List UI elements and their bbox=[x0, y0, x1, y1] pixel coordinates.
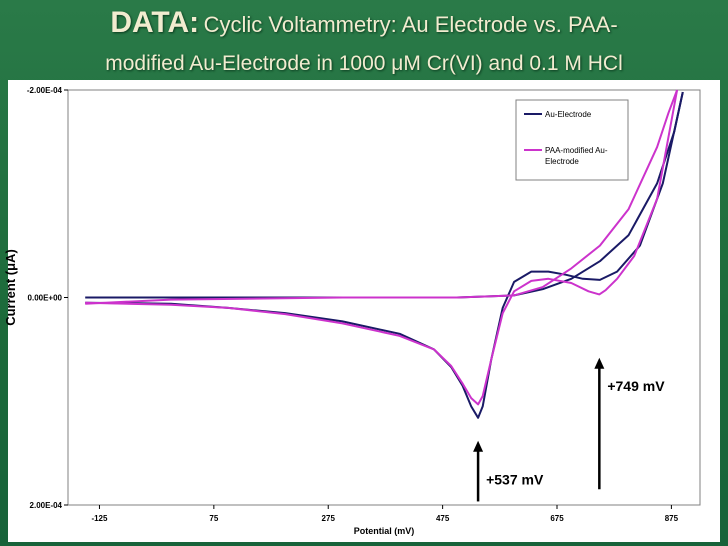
title-bold: DATA: bbox=[110, 6, 200, 39]
y-axis-title: Current (μA) bbox=[3, 249, 18, 326]
x-tick-label: -125 bbox=[91, 514, 108, 523]
series-line-paa-reverse bbox=[85, 89, 679, 406]
y-tick-label: -2.00E-04 bbox=[27, 86, 63, 95]
series-line-au-reverse bbox=[85, 91, 684, 419]
annotation-label: +537 mV bbox=[486, 471, 544, 487]
x-axis-title: Potential (mV) bbox=[354, 526, 415, 536]
x-tick-label: 75 bbox=[209, 514, 218, 523]
title-line2: modified Au-Electrode in 1000 μM Cr(VI) … bbox=[105, 52, 623, 75]
y-tick-label: 0.00E+00 bbox=[28, 294, 63, 303]
annotation-label: +749 mV bbox=[607, 378, 665, 394]
y-tick-label: 2.00E-04 bbox=[30, 501, 63, 510]
legend-label-au: Au-Electrode bbox=[545, 110, 592, 119]
x-tick-label: 875 bbox=[665, 514, 679, 523]
x-tick-label: 275 bbox=[322, 514, 336, 523]
x-tick-label: 675 bbox=[550, 514, 564, 523]
slide-title: DATA: Cyclic Voltammetry: Au Electrode v… bbox=[0, 6, 728, 81]
x-tick-label: 475 bbox=[436, 514, 450, 523]
title-rest: Cyclic Voltammetry: Au Electrode vs. PAA… bbox=[203, 12, 618, 37]
series-line-paa-forward bbox=[85, 89, 679, 305]
annotation-arrow-head bbox=[594, 357, 605, 369]
legend-label-paa: PAA-modified Au-Electrode bbox=[545, 146, 608, 166]
annotation-arrow-head bbox=[473, 440, 484, 452]
